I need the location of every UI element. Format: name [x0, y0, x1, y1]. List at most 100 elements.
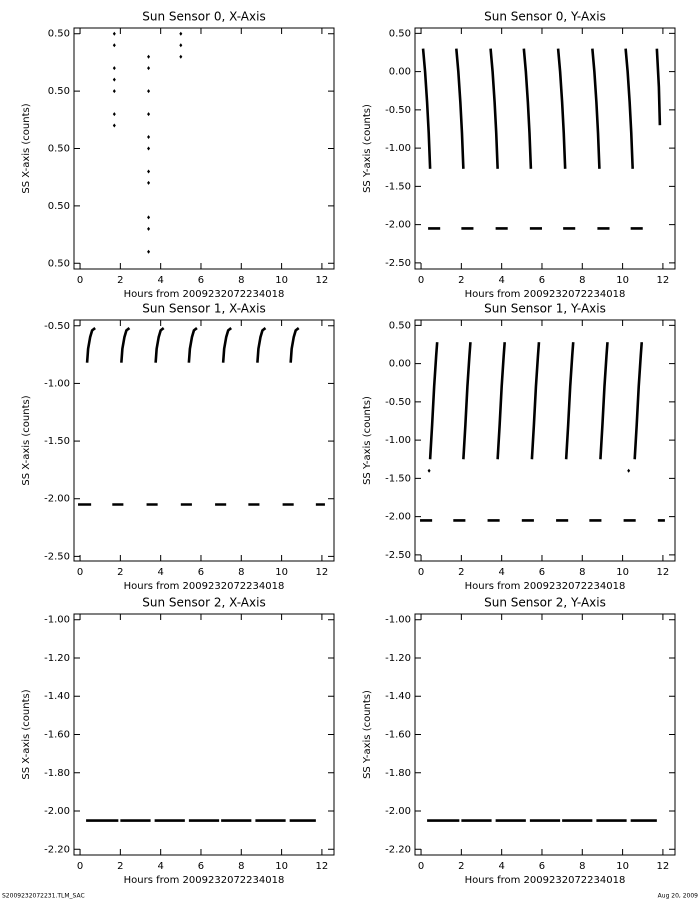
x-tick-label: 8: [238, 567, 244, 578]
footer-file: S2009232072231.TLM_SAC: [2, 893, 85, 900]
y-tick-label: -2.00: [44, 494, 70, 505]
x-tick-label: 12: [316, 567, 329, 578]
x-tick-label: 0: [77, 275, 83, 286]
panel-title: Sun Sensor 0, X-Axis: [142, 10, 265, 24]
y-tick-label: -1.60: [385, 730, 411, 741]
plot-frame: [73, 613, 335, 856]
y-tick-label: -2.20: [44, 844, 70, 855]
y-tick-label: -2.20: [385, 844, 411, 855]
y-axis-label: SS X-axis (counts): [21, 103, 32, 193]
x-axis-label: Hours from 2009232072234018: [124, 289, 285, 300]
data-point: [147, 66, 151, 71]
x-tick-label: 12: [657, 275, 670, 286]
x-tick-label: 4: [157, 861, 163, 872]
x-axis-label: Hours from 2009232072234018: [465, 875, 626, 886]
data-point: [112, 77, 116, 82]
x-tick-label: 4: [157, 567, 163, 578]
x-tick-label: 2: [458, 861, 464, 872]
y-tick-label: -1.20: [44, 653, 70, 664]
x-tick-label: 2: [117, 275, 123, 286]
data-point: [147, 180, 151, 185]
x-tick-label: 10: [616, 861, 629, 872]
data-line: [421, 48, 662, 169]
data-point: [147, 54, 151, 59]
y-tick-label: -2.00: [385, 220, 411, 231]
y-tick-label: -2.00: [385, 512, 411, 523]
x-tick-label: 12: [316, 275, 329, 286]
x-tick-label: 6: [539, 861, 545, 872]
x-tick-label: 8: [579, 861, 585, 872]
y-tick-label: -2.50: [44, 551, 70, 562]
footer-date: Aug 20, 2009: [658, 893, 699, 900]
plot-frame: [73, 27, 335, 270]
x-tick-label: 12: [657, 861, 670, 872]
x-tick-label: 12: [316, 861, 329, 872]
y-tick-label: 0.50: [48, 258, 70, 269]
y-tick-label: -2.00: [385, 806, 411, 817]
y-tick-label: -1.00: [44, 615, 70, 626]
plot-frame: [414, 613, 676, 856]
data-point: [112, 31, 116, 36]
data-line: [85, 327, 300, 363]
data-point: [179, 43, 183, 48]
data-point: [147, 146, 151, 151]
x-tick-label: 10: [616, 275, 629, 286]
x-tick-label: 6: [198, 567, 204, 578]
y-tick-label: -1.50: [44, 436, 70, 447]
y-tick-label: -1.80: [385, 768, 411, 779]
x-axis-label: Hours from 2009232072234018: [124, 581, 285, 592]
y-tick-label: -1.50: [385, 181, 411, 192]
data-point: [427, 468, 431, 473]
x-tick-label: 10: [616, 567, 629, 578]
x-tick-label: 6: [539, 275, 545, 286]
data-point: [112, 66, 116, 71]
y-tick-label: -1.60: [44, 730, 70, 741]
y-tick-label: -2.50: [385, 550, 411, 561]
y-axis-label: SS Y-axis (counts): [362, 396, 373, 485]
data-point: [147, 89, 151, 94]
data-point: [147, 135, 151, 140]
y-tick-label: -1.00: [385, 435, 411, 446]
panel-title: Sun Sensor 1, X-Axis: [142, 302, 265, 316]
x-tick-label: 10: [275, 861, 288, 872]
x-tick-label: 6: [539, 567, 545, 578]
x-axis-label: Hours from 2009232072234018: [465, 581, 626, 592]
y-tick-label: 0.50: [389, 320, 411, 331]
y-tick-label: -1.40: [44, 691, 70, 702]
y-tick-label: 0.50: [389, 28, 411, 39]
y-axis-label: SS Y-axis (counts): [362, 690, 373, 779]
x-tick-label: 2: [117, 861, 123, 872]
data-point: [147, 112, 151, 117]
x-tick-label: 6: [198, 861, 204, 872]
x-tick-label: 8: [238, 275, 244, 286]
x-axis-label: Hours from 2009232072234018: [465, 289, 626, 300]
data-point: [627, 468, 631, 473]
y-tick-label: 0.50: [48, 201, 70, 212]
data-point: [179, 54, 183, 59]
y-tick-label: -0.50: [385, 397, 411, 408]
y-axis-label: SS X-axis (counts): [21, 689, 32, 779]
y-tick-label: -1.80: [44, 768, 70, 779]
x-tick-label: 0: [77, 567, 83, 578]
data-point: [147, 169, 151, 174]
x-tick-label: 2: [458, 275, 464, 286]
y-tick-label: -0.50: [44, 321, 70, 332]
y-tick-label: -2.50: [385, 258, 411, 269]
y-tick-label: -2.00: [44, 806, 70, 817]
panel-title: Sun Sensor 1, Y-Axis: [484, 302, 606, 316]
panel-title: Sun Sensor 2, Y-Axis: [484, 596, 606, 610]
x-tick-label: 8: [238, 861, 244, 872]
x-tick-label: 0: [418, 567, 424, 578]
x-tick-label: 0: [418, 861, 424, 872]
plot-frame: [414, 27, 676, 270]
panel-title: Sun Sensor 2, X-Axis: [142, 596, 265, 610]
plot-frame: [73, 319, 335, 562]
data-point: [112, 123, 116, 128]
data-point: [147, 249, 151, 254]
y-tick-label: -1.40: [385, 691, 411, 702]
y-tick-label: 0.50: [48, 29, 70, 40]
x-tick-label: 8: [579, 567, 585, 578]
y-tick-label: 0.50: [48, 86, 70, 97]
x-tick-label: 2: [458, 567, 464, 578]
